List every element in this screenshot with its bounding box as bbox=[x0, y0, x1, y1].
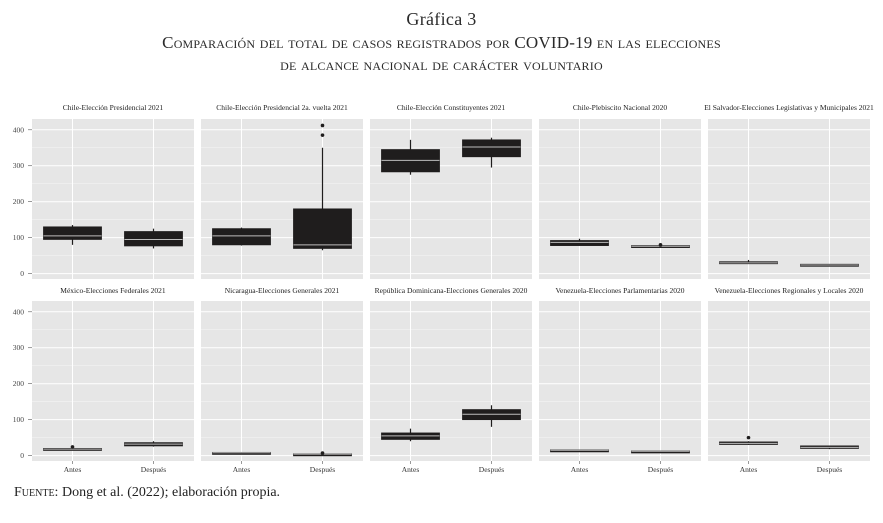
facet-title: Chile-Plebiscito Nacional 2020 bbox=[573, 103, 667, 112]
box-outlier bbox=[320, 123, 325, 128]
facet-panel: Chile-Elección Constituyentes 2021 bbox=[370, 103, 532, 279]
x-tick-label: Después bbox=[479, 465, 504, 474]
y-tick-label: 0 bbox=[20, 451, 24, 460]
box-iqr bbox=[124, 231, 183, 247]
box-iqr bbox=[43, 226, 102, 240]
box-outlier bbox=[320, 133, 325, 137]
x-tick-label: Antes bbox=[740, 465, 758, 474]
y-tick-label: 300 bbox=[13, 343, 25, 352]
x-tick-label: Después bbox=[141, 465, 166, 474]
panel-background bbox=[32, 119, 194, 279]
facet-title: Chile-Elección Presidencial 2021 bbox=[63, 103, 164, 112]
panel-background bbox=[708, 119, 870, 279]
facet-title: Nicaragua-Elecciones Generales 2021 bbox=[225, 286, 340, 295]
box-outlier bbox=[658, 243, 663, 247]
source-text: Dong et al. (2022); elaboración propia. bbox=[58, 485, 281, 500]
panel-background bbox=[539, 119, 701, 279]
facet-title: Venezuela-Elecciones Regionales y Locale… bbox=[715, 286, 864, 295]
panel-background bbox=[32, 301, 194, 461]
source-label: Fuente: bbox=[14, 485, 59, 500]
x-tick-label: Después bbox=[817, 465, 842, 474]
facet-title: Chile-Elección Constituyentes 2021 bbox=[397, 103, 506, 112]
y-tick-label: 400 bbox=[13, 307, 25, 316]
y-tick-label: 100 bbox=[13, 415, 25, 424]
panel-background bbox=[201, 119, 363, 279]
facet-panel: El Salvador-Elecciones Legislativas y Mu… bbox=[704, 103, 874, 279]
facet-panel: Chile-Elección Presidencial 2a. vuelta 2… bbox=[201, 103, 363, 279]
facet-panel: Venezuela-Elecciones Parlamentarias 2020… bbox=[539, 286, 701, 474]
x-tick-label: Antes bbox=[402, 465, 420, 474]
x-tick-label: Después bbox=[648, 465, 673, 474]
x-tick-label: Después bbox=[310, 465, 335, 474]
y-tick-label: 400 bbox=[13, 125, 25, 134]
facet-panel: Chile-Plebiscito Nacional 2020 bbox=[539, 103, 701, 279]
box-outlier bbox=[70, 445, 75, 449]
y-tick-label: 200 bbox=[13, 379, 25, 388]
figure-title-line-2: de alcance nacional de carácter voluntar… bbox=[280, 55, 603, 74]
box-iqr bbox=[462, 139, 521, 158]
facet-panel: Nicaragua-Elecciones Generales 2021 Antes… bbox=[201, 286, 363, 474]
facet-panel: México-Elecciones Federales 2021 0 100 200 3… bbox=[13, 286, 194, 474]
facet-title: México-Elecciones Federales 2021 bbox=[60, 286, 166, 295]
facet-panel: Venezuela-Elecciones Regionales y Locale… bbox=[708, 286, 870, 474]
y-tick-label: 0 bbox=[20, 269, 24, 278]
box-iqr bbox=[212, 228, 271, 246]
x-tick-label: Antes bbox=[233, 465, 251, 474]
y-tick-label: 200 bbox=[13, 197, 25, 206]
facet-title: El Salvador-Elecciones Legislativas y Mu… bbox=[704, 103, 874, 112]
figure-title-line-1: Comparación del total de casos registrad… bbox=[162, 33, 721, 52]
facet-title: República Dominicana-Elecciones Generale… bbox=[375, 286, 528, 295]
panel-background bbox=[539, 301, 701, 461]
facet-title: Chile-Elección Presidencial 2a. vuelta 2… bbox=[216, 103, 348, 112]
figure-number: Gráfica 3 bbox=[406, 9, 477, 29]
y-tick-label: 300 bbox=[13, 161, 25, 170]
box-outlier bbox=[320, 451, 325, 455]
box-iqr bbox=[293, 208, 352, 249]
panel-background bbox=[201, 301, 363, 461]
y-tick-label: 100 bbox=[13, 233, 25, 242]
facet-title: Venezuela-Elecciones Parlamentarias 2020 bbox=[555, 286, 684, 295]
panel-background bbox=[708, 301, 870, 461]
facet-panel: República Dominicana-Elecciones Generale… bbox=[370, 286, 532, 474]
box-iqr bbox=[550, 240, 609, 246]
facet-panel: Chile-Elección Presidencial 2021 0 100 200 3… bbox=[13, 103, 194, 279]
x-tick-label: Antes bbox=[571, 465, 589, 474]
x-tick-label: Antes bbox=[64, 465, 82, 474]
box-outlier bbox=[746, 435, 751, 440]
source-note: Fuente: Dong et al. (2022); elaboración … bbox=[14, 485, 280, 501]
